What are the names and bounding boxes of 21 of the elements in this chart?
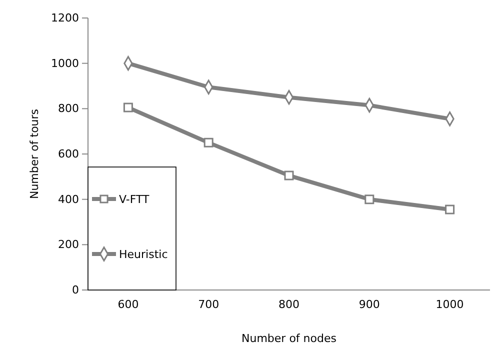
point [445, 204, 455, 214]
y-tick-label: 1000 [51, 56, 79, 70]
legend-label: Heuristic [119, 248, 168, 261]
x-tick-label: 900 [358, 298, 380, 311]
x-axis-title: Number of nodes [242, 332, 337, 345]
point [204, 138, 214, 148]
x-tick-label: 1000 [436, 298, 464, 311]
x-tick-label: 700 [198, 298, 220, 311]
legend-label: V-FTT [119, 193, 150, 206]
point [284, 170, 294, 180]
y-tick-label: 1200 [51, 12, 79, 25]
y-tick-label: 400 [58, 192, 79, 206]
y-tick-label: 800 [58, 102, 79, 116]
point [123, 102, 133, 112]
point [364, 194, 374, 204]
x-tick-label: 800 [278, 298, 300, 311]
y-tick-label: 600 [58, 148, 79, 161]
y-tick-label: 200 [58, 238, 79, 252]
y-tick-label: 0 [72, 284, 79, 297]
x-tick-label: 600 [118, 298, 139, 311]
y-axis-title: Number of tours [28, 108, 41, 200]
